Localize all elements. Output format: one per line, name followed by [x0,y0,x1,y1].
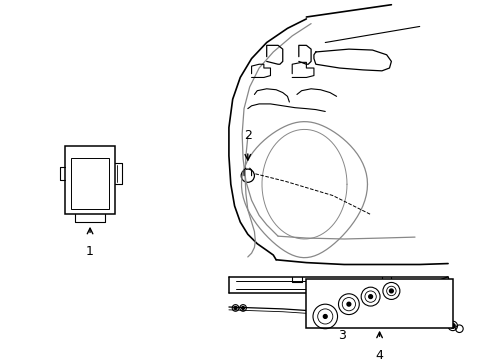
Circle shape [389,289,392,293]
Circle shape [368,295,372,298]
Text: 1: 1 [86,245,94,258]
Text: 4: 4 [375,348,383,360]
Circle shape [241,306,244,309]
Circle shape [346,302,350,306]
Circle shape [410,321,413,324]
Circle shape [449,324,454,328]
Circle shape [234,306,237,309]
Bar [71,158,109,209]
Text: 3: 3 [338,329,346,342]
Circle shape [323,315,326,318]
Bar [306,279,452,328]
Text: 2: 2 [244,129,251,142]
Circle shape [403,320,406,323]
Bar [65,147,114,215]
